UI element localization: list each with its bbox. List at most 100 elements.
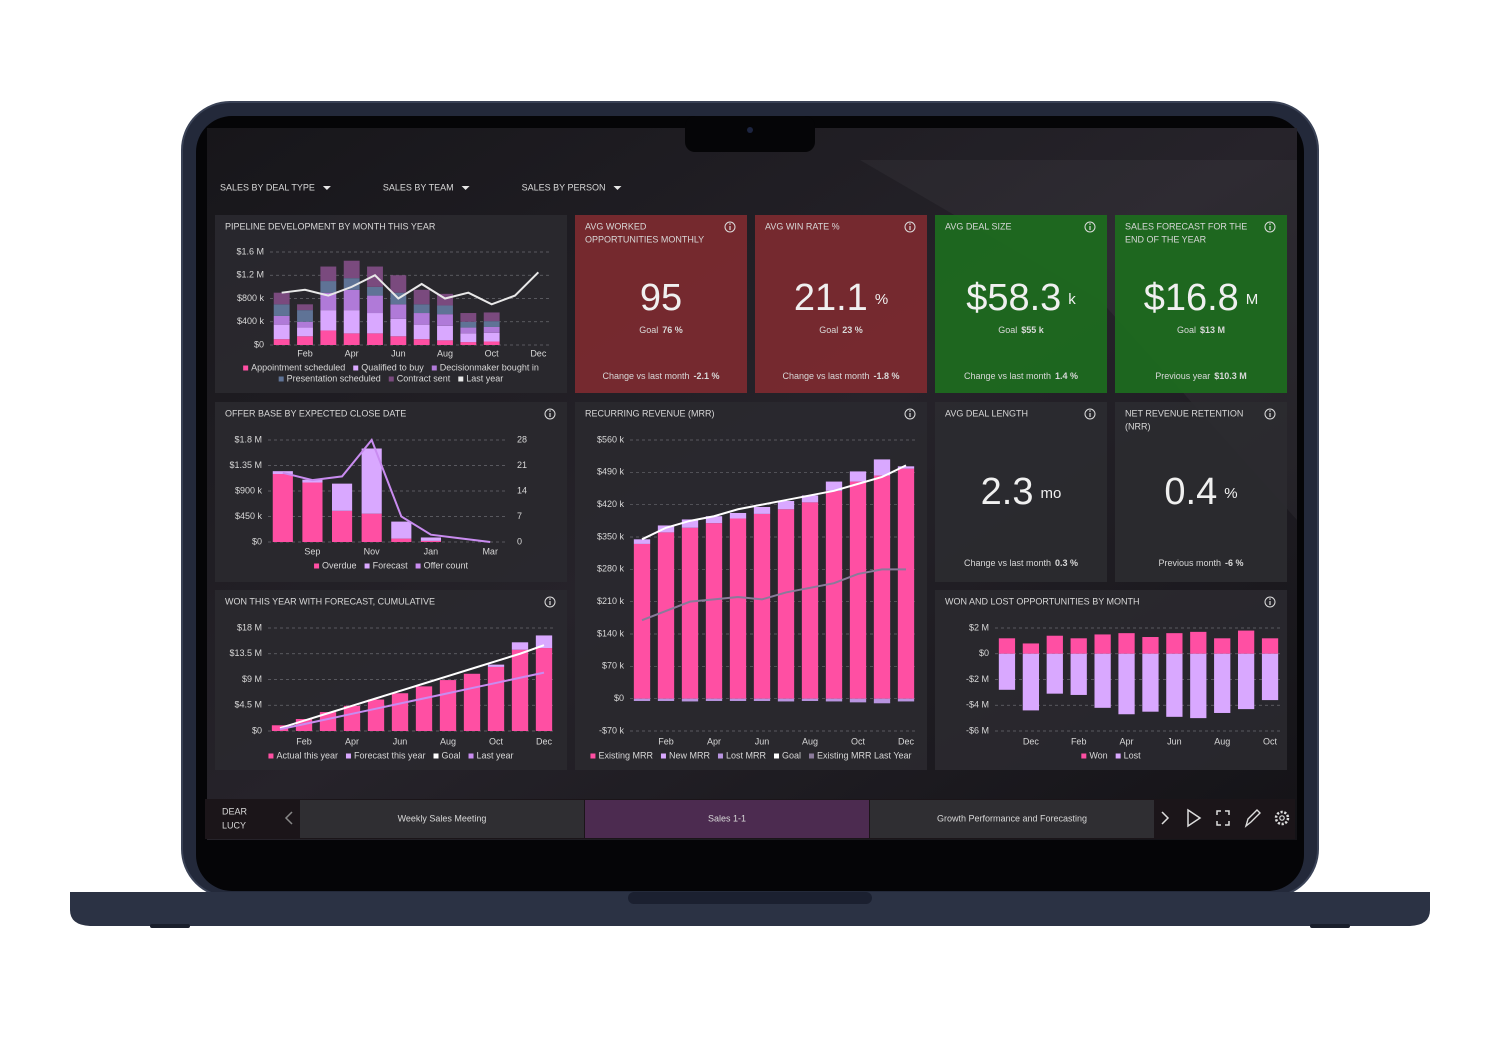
bar (483, 326, 500, 333)
bar (331, 510, 353, 542)
y-tick-label: $450 k (235, 511, 263, 521)
info-icon[interactable] (1264, 408, 1276, 420)
info-icon[interactable] (544, 596, 556, 608)
kpi-value-unit: % (875, 291, 888, 308)
kpi-value: $58.3 k (966, 277, 1076, 319)
legend-swatch (809, 753, 815, 759)
bar (437, 305, 453, 315)
kpi-footer: Change vs last month 0.3 % (964, 558, 1078, 568)
bar (367, 295, 383, 314)
kpi-title: SALES FORECAST FOR THE (1125, 221, 1247, 231)
info-icon-dot (1089, 223, 1091, 225)
legend-label: Goal (442, 750, 461, 760)
info-icon[interactable] (1084, 221, 1096, 233)
y2-tick-label: 0 (517, 536, 522, 546)
line (281, 271, 540, 306)
bar (801, 698, 819, 701)
bar (681, 698, 699, 702)
settings-button[interactable] (1274, 810, 1290, 826)
bar (849, 698, 867, 703)
info-icon[interactable] (1264, 221, 1276, 233)
kpi-footer-label: Change vs last month (782, 371, 869, 381)
line (282, 438, 491, 543)
info-icon[interactable] (724, 221, 736, 233)
tab[interactable] (300, 800, 584, 838)
info-icon[interactable] (544, 408, 556, 420)
x-tick-label: Dec (536, 736, 553, 746)
y-tick-label: $9 M (242, 674, 262, 684)
kpi-value-unit: k (1068, 291, 1076, 308)
next-button[interactable] (1161, 811, 1170, 825)
bar (331, 483, 353, 511)
edit-button[interactable] (1244, 809, 1261, 828)
bar (849, 471, 867, 482)
x-tick-label: Feb (1071, 736, 1087, 746)
bar (1214, 653, 1231, 713)
filter-dropdown[interactable]: SALES BY DEAL TYPE (220, 182, 315, 192)
x-tick-label: Feb (658, 736, 674, 746)
bar (657, 525, 675, 533)
dropdown-arrow[interactable] (322, 186, 331, 190)
legend-label: Offer count (424, 560, 469, 570)
x-tick-label: Feb (296, 736, 312, 746)
y-tick-label: $2 M (969, 622, 989, 632)
bar (273, 324, 290, 340)
info-icon-dot (729, 223, 731, 225)
bar (1190, 653, 1207, 719)
bar (535, 635, 553, 649)
y-tick-label: -$70 k (599, 725, 625, 735)
tab-label[interactable]: Weekly Sales Meeting (398, 813, 487, 823)
info-icon[interactable] (1084, 408, 1096, 420)
kpi-goal: Goal $13 M (1177, 325, 1225, 335)
bar (825, 490, 843, 699)
info-icon[interactable] (1264, 596, 1276, 608)
play-button[interactable] (1187, 808, 1202, 828)
y2-tick-label: 14 (517, 485, 527, 495)
filter-dropdown[interactable]: SALES BY TEAM (383, 182, 454, 192)
y2-tick-label: 28 (517, 434, 527, 444)
panel-title: PIPELINE DEVELOPMENT BY MONTH THIS YEAR (225, 221, 436, 231)
filter-dropdown[interactable]: SALES BY PERSON (522, 182, 606, 192)
kpi-footer-value: $10.3 M (1214, 371, 1247, 381)
y-tick-label: $420 k (597, 499, 625, 509)
prev-button[interactable] (284, 811, 293, 825)
y-tick-label: $1.8 M (234, 434, 262, 444)
bar (681, 527, 699, 699)
dropdown-arrow[interactable] (461, 186, 470, 190)
legend-label: Last year (466, 373, 503, 383)
bar (297, 304, 313, 311)
notch (685, 116, 815, 152)
bar (487, 666, 505, 731)
legend-swatch (433, 753, 439, 759)
bar (297, 327, 313, 337)
x-tick-label: Dec (1023, 736, 1040, 746)
kpi-title: NET REVENUE RETENTION (1125, 408, 1243, 418)
tab[interactable] (585, 800, 869, 838)
tab-label[interactable]: Sales 1-1 (708, 813, 746, 823)
bar (460, 313, 477, 322)
y-tick-label: $900 k (235, 485, 263, 495)
info-icon[interactable] (904, 221, 916, 233)
info-icon-dot (909, 223, 911, 225)
bar (273, 339, 290, 345)
dropdown-arrow[interactable] (613, 186, 622, 190)
info-icon[interactable] (904, 408, 916, 420)
kpi-title: AVG WIN RATE % (765, 221, 840, 231)
bar (777, 500, 795, 510)
tab[interactable] (870, 800, 1154, 838)
legend-label: Actual this year (276, 750, 338, 760)
legend-swatch (278, 376, 284, 382)
x-tick-label: Aug (437, 348, 453, 358)
bar (657, 532, 675, 699)
bar (825, 481, 843, 491)
bar (705, 523, 723, 699)
y-tick-label: $1.35 M (229, 460, 262, 470)
bar (437, 314, 453, 326)
legend-label: Overdue (322, 560, 357, 570)
foot (1310, 924, 1350, 928)
bar (483, 332, 500, 342)
fullscreen-button[interactable] (1216, 810, 1230, 826)
tab-label[interactable]: Growth Performance and Forecasting (937, 813, 1087, 823)
bar (897, 468, 915, 699)
